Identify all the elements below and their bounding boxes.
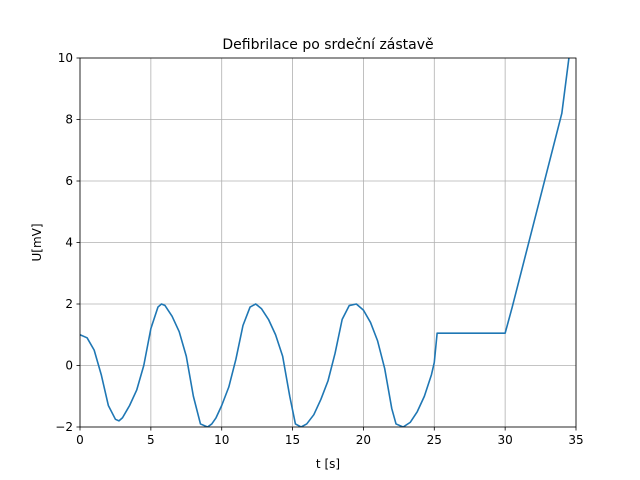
series-layer [80,58,570,427]
x-tick-label: 15 [285,433,300,447]
x-tick-label: 10 [214,433,229,447]
y-tick-label: −2 [55,420,73,434]
y-axis-label: U[mV] [30,223,44,261]
x-tick-label: 30 [498,433,513,447]
grid [79,57,577,428]
series-line [80,58,570,427]
x-tick-label: 25 [427,433,442,447]
y-tick-label: 10 [58,51,73,65]
x-tick-label: 0 [76,433,84,447]
x-tick-label: 5 [147,433,155,447]
y-tick-label: 4 [65,236,73,250]
y-tick-label: 0 [65,359,73,373]
x-axis-label: t [s] [316,457,340,471]
x-tick-label: 35 [568,433,583,447]
y-tick-label: 2 [65,297,73,311]
y-tick-label: 8 [65,113,73,127]
x-tick-label: 20 [356,433,371,447]
chart-title: Defibrilace po srdeční zástavě [222,37,433,53]
y-tick-label: 6 [65,174,73,188]
